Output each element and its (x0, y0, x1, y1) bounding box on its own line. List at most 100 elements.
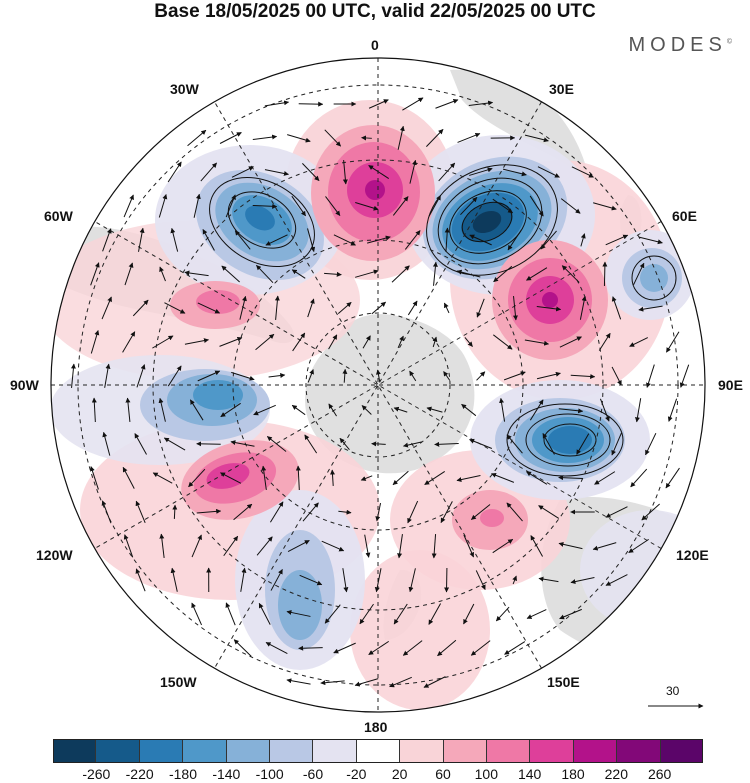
wind-vector (397, 534, 403, 559)
anomaly-negative-core (640, 264, 668, 292)
wind-vector (476, 371, 486, 381)
wind-vector (570, 373, 596, 379)
wind-vector (152, 472, 173, 484)
colorbar (53, 739, 704, 763)
meridian-150e-30w (214, 101, 542, 669)
colorbar-tick-label: 180 (561, 766, 585, 782)
wind-vector (435, 99, 459, 109)
wind-vector (219, 336, 243, 347)
wind-vector (402, 640, 423, 656)
wind-vector (90, 262, 100, 286)
lon-label-60e: 60E (672, 208, 697, 224)
wind-vector (320, 680, 345, 686)
colorbar-tick-label: -20 (346, 766, 367, 782)
wind-vector (258, 602, 271, 625)
wind-vector (123, 194, 134, 218)
wind-vector (255, 333, 275, 351)
wind-vector (268, 373, 286, 379)
wind-vector (470, 640, 491, 656)
wind-vector (172, 504, 178, 519)
wind-vector (266, 436, 287, 452)
wind-vector (342, 160, 348, 185)
colorbar-swatch (312, 739, 356, 763)
colorbar-tick-label: 60 (435, 766, 451, 782)
wind-vector (333, 234, 356, 246)
colorbar-tick-label: 100 (474, 766, 499, 782)
wind-vector (90, 330, 100, 354)
wind-vector (132, 299, 149, 317)
wind-vector (304, 434, 318, 454)
wind-vector (167, 365, 182, 387)
wind-vector (101, 296, 112, 320)
wind-vector (638, 305, 663, 312)
wind-vector (638, 236, 663, 245)
wind-vector (193, 193, 201, 218)
wind-vector (512, 575, 517, 585)
colorbar-tick-label: 220 (604, 766, 629, 782)
wind-vector (526, 267, 548, 281)
wind-vector (307, 298, 315, 318)
wind-vector (571, 166, 594, 178)
wind-vector (456, 269, 481, 278)
wind-vector (158, 194, 168, 218)
colorbar-swatch (269, 739, 313, 763)
map-border (50, 57, 706, 713)
wind-vector (274, 295, 280, 320)
anomaly-positive-core (196, 290, 240, 314)
wind-vector (191, 534, 202, 558)
wind-vector (191, 602, 203, 626)
wind-vector (135, 568, 146, 592)
wind-vector (645, 432, 657, 456)
wind-vector (225, 194, 236, 218)
lon-label-90e: 90E (718, 377, 743, 393)
wind-vector (360, 475, 373, 481)
lon-label-120e: 120E (676, 547, 709, 563)
wind-vector (443, 302, 450, 314)
anomaly-negative-core (245, 205, 275, 231)
wind-vector (605, 574, 628, 586)
wind-vector (362, 335, 371, 349)
colorbar-swatch (529, 739, 573, 763)
wind-vector (431, 533, 437, 559)
wind-vector (633, 262, 645, 286)
wind-vector (559, 336, 582, 348)
wind-vector (469, 167, 493, 176)
wind-vector (464, 337, 473, 347)
wind-vector (538, 576, 559, 583)
wind-vector (200, 162, 217, 182)
wind-vector (503, 371, 526, 381)
wind-vector (491, 472, 515, 483)
wind-vector (292, 332, 306, 352)
wind-vector (460, 196, 478, 216)
wind-vector (641, 503, 660, 521)
wind-vector (230, 440, 255, 447)
wind-vector (428, 603, 442, 625)
wind-vector (558, 541, 583, 550)
wind-vector (102, 431, 111, 456)
wind-vector (580, 233, 586, 247)
wind-vector (537, 166, 560, 178)
wind-vector (599, 398, 610, 422)
wind-vector (187, 129, 207, 147)
meridian-30e-150w (214, 101, 542, 669)
wind-vector (629, 337, 648, 347)
wind-vector (611, 366, 622, 386)
wind-vector (389, 676, 412, 688)
wind-vector (359, 603, 374, 625)
wind-vector (524, 134, 549, 143)
wind-vector (252, 134, 278, 141)
wind-vector (256, 264, 274, 284)
wind-vector (325, 196, 341, 216)
wind-vector (630, 468, 648, 488)
wind-vector (302, 502, 319, 522)
wind-vector (524, 339, 550, 346)
wind-vector (264, 100, 290, 107)
wind-vector (286, 678, 311, 685)
wind-vector (220, 472, 242, 484)
wind-vector (371, 441, 386, 447)
wind-vector (409, 159, 417, 184)
wind-vector (558, 475, 583, 481)
wind-vector (529, 399, 544, 421)
wind-vector (361, 405, 372, 415)
wind-vector (536, 306, 562, 312)
